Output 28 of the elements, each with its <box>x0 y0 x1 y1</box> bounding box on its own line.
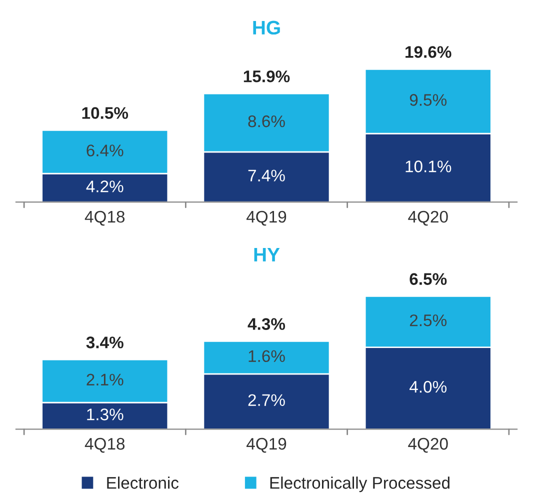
total-label: 15.9% <box>244 70 290 82</box>
data-label: 10.1% <box>406 160 452 172</box>
data-label: 2.7% <box>248 394 285 406</box>
chart-title: HY <box>254 248 280 262</box>
data-label: 4.2% <box>86 180 124 192</box>
total-label: 19.6% <box>406 46 452 58</box>
total-label: 10.5% <box>82 107 128 119</box>
data-label: 8.6% <box>248 115 285 128</box>
chart-title: HG <box>253 20 280 35</box>
data-label: 1.3% <box>87 408 124 420</box>
data-label: 9.5% <box>410 94 447 106</box>
x-tick-label: 4Q20 <box>408 210 448 226</box>
data-label: 1.6% <box>248 350 285 362</box>
x-tick-label: 4Q20 <box>408 438 448 453</box>
legend-label: Electronically Processed <box>270 476 450 492</box>
data-label: 6.4% <box>86 144 124 156</box>
total-label: 3.4% <box>86 336 124 348</box>
data-label: 2.5% <box>410 314 447 326</box>
data-label: 7.4% <box>248 170 285 182</box>
data-label: 4.0% <box>410 380 447 393</box>
x-tick-label: 4Q18 <box>84 210 125 226</box>
x-tick-label: 4Q19 <box>246 210 286 226</box>
total-label: 6.5% <box>410 273 447 285</box>
legend-label: Electronic <box>107 476 179 489</box>
data-label: 2.1% <box>86 374 124 386</box>
total-label: 4.3% <box>248 318 286 330</box>
x-tick-label: 4Q18 <box>84 438 125 453</box>
x-tick-label: 4Q19 <box>246 438 286 453</box>
